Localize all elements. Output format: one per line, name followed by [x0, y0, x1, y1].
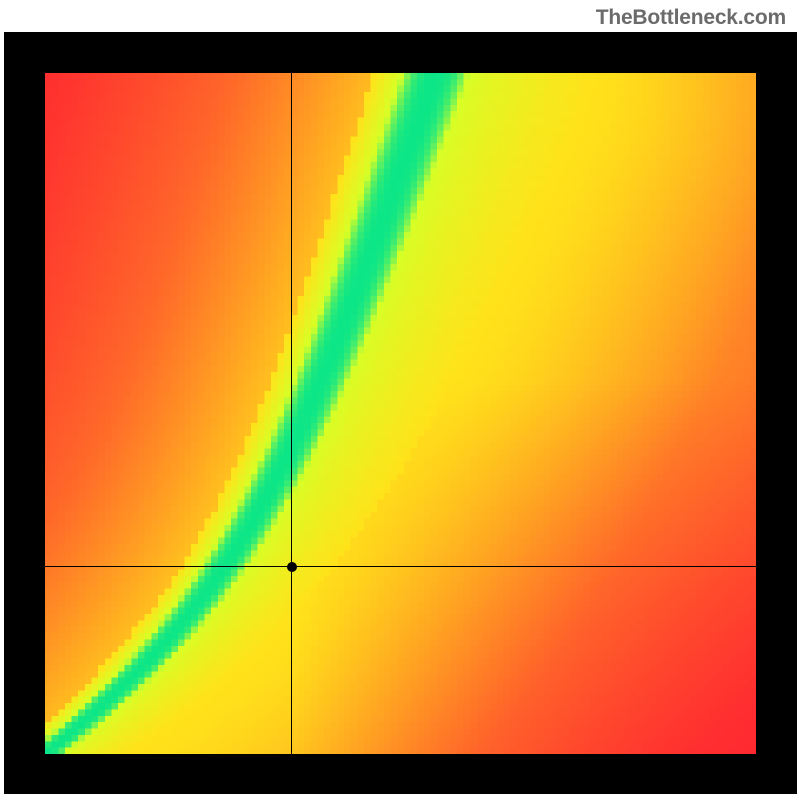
crosshair-vertical: [291, 73, 292, 754]
watermark-text: TheBottleneck.com: [596, 6, 786, 30]
crosshair-horizontal: [45, 566, 756, 567]
crosshair-marker-dot: [287, 562, 297, 572]
heatmap-canvas: [45, 73, 756, 754]
